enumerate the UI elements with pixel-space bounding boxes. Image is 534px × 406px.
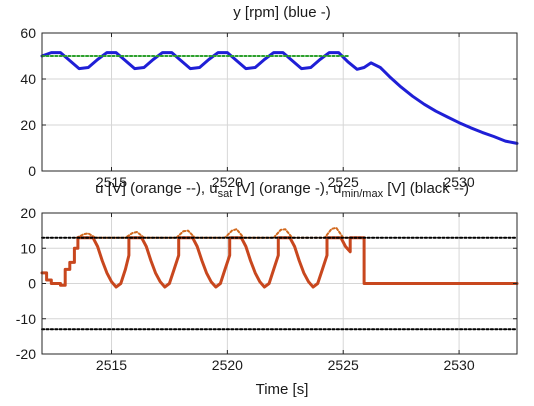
series-line-1	[40, 236, 519, 289]
top-series	[40, 51, 519, 145]
title-subscript: sat	[218, 188, 233, 200]
title-subscript: min/max	[342, 188, 384, 200]
top-tick-labels: 2515 2520 2525 2530 0 20 40 60	[20, 25, 517, 190]
title-segment: [V] (black --)	[383, 180, 469, 197]
y-tick-label: 20	[20, 117, 36, 133]
x-tick-label: 2520	[212, 357, 243, 373]
x-tick-label: 2515	[96, 174, 127, 190]
y-tick-label: 20	[20, 205, 36, 221]
y-tick-label: 60	[20, 25, 36, 41]
bottom-tick-labels: 2515 2520 2525 2530 -20 -10 0 10 20	[16, 205, 517, 373]
x-tick-label: 2525	[328, 357, 359, 373]
x-tick-label: 2525	[328, 174, 359, 190]
title-segment: [V] (orange -), u	[232, 180, 341, 197]
top-title: y [rpm] (blue -)	[233, 4, 331, 21]
top-axes: y [rpm] (blue -) 2515 2520 2525 2530 0 20 40 60	[20, 4, 519, 190]
y-tick-label: 40	[20, 71, 36, 87]
series-line-0	[75, 226, 366, 239]
x-tick-label: 2515	[96, 357, 127, 373]
y-tick-label: 0	[28, 163, 36, 179]
x-tick-label: 2530	[443, 174, 474, 190]
x-axis-label: Time [s]	[256, 381, 309, 398]
y-tick-label: -20	[16, 346, 36, 362]
x-tick-label: 2520	[212, 174, 243, 190]
title-segment: u [V] (orange --), u	[95, 180, 218, 197]
bottom-axes: u [V] (orange --), usat [V] (orange -), …	[16, 180, 519, 398]
x-tick-label: 2530	[443, 357, 474, 373]
y-tick-label: 10	[20, 240, 36, 256]
y-tick-label: -10	[16, 311, 36, 327]
series-line-0	[40, 51, 519, 145]
bottom-title: u [V] (orange --), usat [V] (orange -), …	[95, 180, 469, 200]
top-axes-frame	[41, 32, 518, 172]
y-tick-label: 0	[28, 276, 36, 292]
bottom-series	[40, 226, 519, 331]
